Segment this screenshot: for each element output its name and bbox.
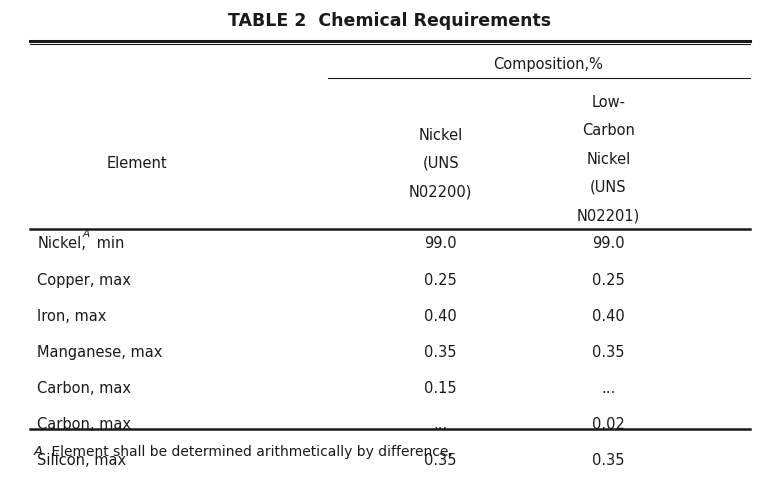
- Text: (UNS: (UNS: [423, 156, 459, 171]
- Text: Carbon, max: Carbon, max: [37, 381, 132, 396]
- Text: A: A: [82, 229, 90, 239]
- Text: N02201): N02201): [576, 208, 640, 223]
- Text: 0.35: 0.35: [424, 345, 457, 360]
- Text: 0.40: 0.40: [424, 309, 457, 324]
- Text: Carbon: Carbon: [582, 123, 635, 138]
- Text: ...: ...: [601, 381, 615, 396]
- Text: (UNS: (UNS: [590, 180, 626, 195]
- Text: A: A: [34, 445, 43, 458]
- Text: 0.35: 0.35: [592, 345, 625, 360]
- Text: Nickel: Nickel: [419, 128, 463, 142]
- Text: Nickel,: Nickel,: [37, 237, 87, 251]
- Text: Element: Element: [106, 156, 167, 171]
- Text: TABLE 2  Chemical Requirements: TABLE 2 Chemical Requirements: [229, 12, 551, 30]
- Text: 0.15: 0.15: [424, 381, 457, 396]
- Text: Silicon, max: Silicon, max: [37, 453, 126, 468]
- Text: 0.40: 0.40: [592, 309, 625, 324]
- Text: Manganese, max: Manganese, max: [37, 345, 163, 360]
- Text: N02200): N02200): [409, 184, 473, 199]
- Text: Low-: Low-: [591, 95, 626, 110]
- Text: Element shall be determined arithmetically by difference.: Element shall be determined arithmetical…: [47, 445, 452, 459]
- Text: 99.0: 99.0: [424, 237, 457, 251]
- Text: 99.0: 99.0: [592, 237, 625, 251]
- Text: min: min: [91, 237, 124, 251]
- Text: 0.35: 0.35: [592, 453, 625, 468]
- Text: Iron, max: Iron, max: [37, 309, 107, 324]
- Text: 0.02: 0.02: [592, 417, 625, 432]
- Text: Copper, max: Copper, max: [37, 273, 131, 287]
- Text: 0.25: 0.25: [424, 273, 457, 287]
- Text: Composition,%: Composition,%: [493, 57, 603, 72]
- Text: Carbon, max: Carbon, max: [37, 417, 132, 432]
- Text: 0.35: 0.35: [424, 453, 457, 468]
- Text: ...: ...: [434, 417, 448, 432]
- Text: Nickel: Nickel: [587, 152, 630, 166]
- Text: 0.25: 0.25: [592, 273, 625, 287]
